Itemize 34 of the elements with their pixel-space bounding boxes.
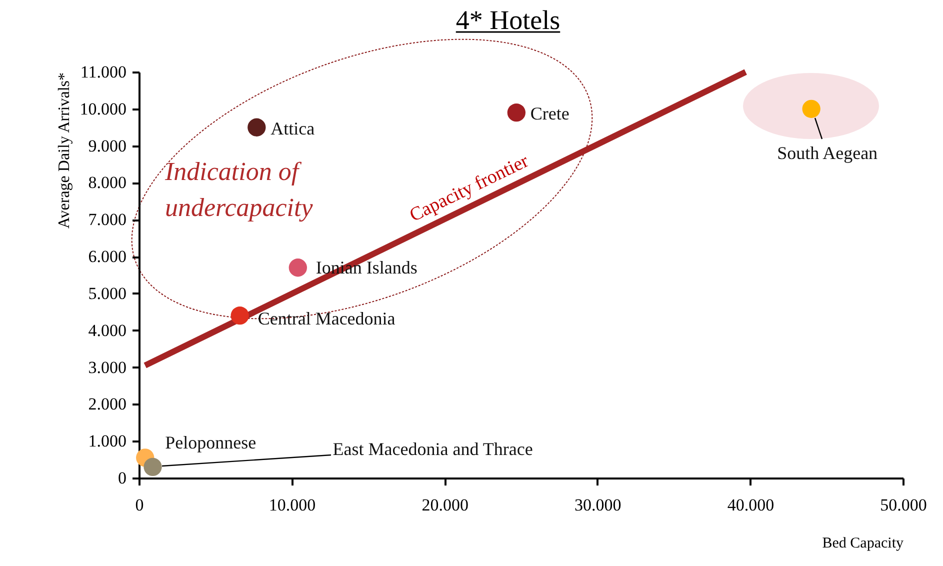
text: South Aegean — [777, 142, 878, 163]
y-tick-label: 0 — [118, 468, 126, 488]
series-label: Central Macedonia — [258, 308, 396, 329]
y-tick-label: 11.000 — [80, 62, 126, 82]
chart-title: 4* Hotels — [456, 5, 560, 35]
series-label: Peloponnese — [165, 432, 256, 453]
point — [507, 104, 526, 122]
y-tick-label: 5.000 — [88, 284, 126, 303]
y-tick-label: 8.000 — [88, 173, 126, 192]
x-tick-label: 30.000 — [574, 496, 622, 514]
y-tick-label: 4.000 — [88, 320, 126, 340]
x-axis-title: Bed Capacity — [822, 536, 904, 552]
point — [802, 100, 820, 118]
y-tick-label: 6.000 — [88, 247, 126, 266]
x-tick-label: 50.000 — [880, 496, 927, 514]
point — [230, 306, 249, 325]
y-tick-label: 7.000 — [88, 210, 126, 230]
point — [248, 118, 266, 136]
series-label: Crete — [530, 104, 570, 124]
point — [288, 258, 307, 277]
series-label: Attica — [270, 118, 315, 138]
annotation: Indication of undercapacity — [164, 157, 314, 222]
y-tick-label: 3.000 — [88, 358, 126, 377]
y-tick-label: 9.000 — [88, 136, 126, 156]
point — [144, 458, 162, 476]
y-axis-title: Average Daily Arrivals* — [56, 72, 73, 229]
text: East Macedonia and Thrace — [332, 438, 533, 459]
y-tick-label: 10.000 — [80, 99, 126, 118]
x-tick-label: 20.000 — [422, 496, 468, 514]
x-tick-label: 0 — [135, 496, 144, 514]
y-tick-label: 1.000 — [88, 432, 126, 451]
y-tick-label: 2.000 — [88, 394, 126, 414]
x-tick-label: 40.000 — [727, 496, 774, 514]
x-tick-label: 10.000 — [268, 496, 316, 514]
